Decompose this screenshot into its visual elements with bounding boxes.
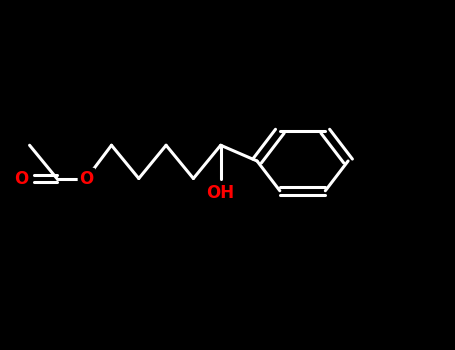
Text: OH: OH <box>207 183 235 202</box>
Text: O: O <box>14 169 29 188</box>
Text: O: O <box>79 169 94 188</box>
